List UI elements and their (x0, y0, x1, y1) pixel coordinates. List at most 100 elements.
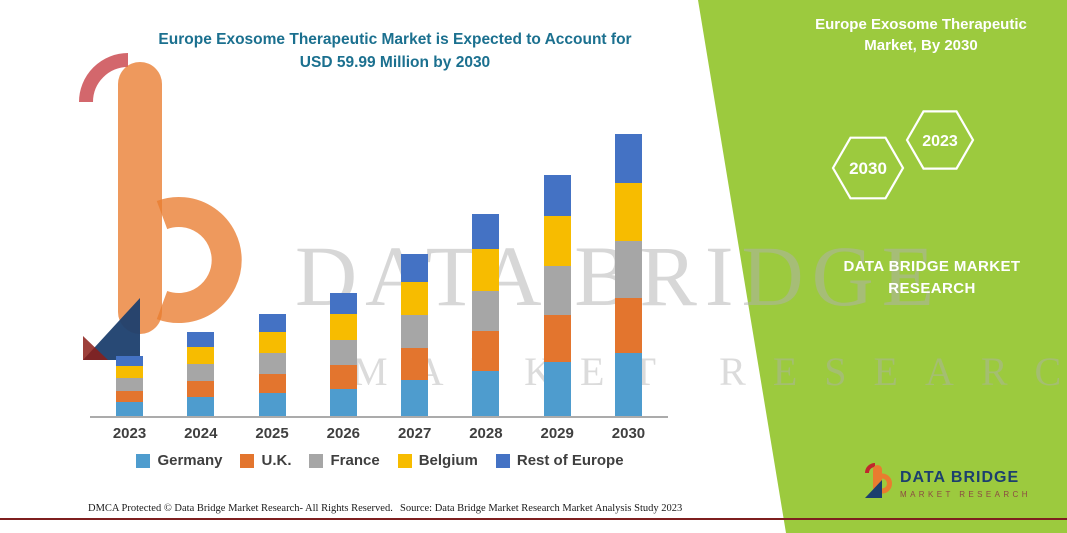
segment-germany-2024 (187, 397, 215, 416)
segment-belgium-2024 (187, 346, 215, 364)
logo-red-arc (79, 53, 129, 103)
bar-2024 (187, 331, 215, 416)
x-tick-2023: 2023 (112, 425, 147, 442)
segment-france-2030 (614, 240, 642, 299)
footer-brand-name: DATA BRIDGE (900, 469, 1020, 486)
segment-germany-2027 (401, 379, 429, 416)
bar-2028 (472, 213, 500, 416)
segment-rest-of-europe-2024 (187, 331, 215, 347)
logo-orange-bowl (156, 197, 242, 323)
footer-brand-sub: MARKET RESEARCH (900, 490, 1031, 499)
legend-item-belgium: Belgium (397, 452, 478, 469)
legend-label-u-k: U.K. (261, 452, 292, 469)
dbmr-logo-watermark (79, 53, 242, 360)
x-tick-2026: 2026 (326, 425, 361, 442)
segment-germany-2023 (116, 402, 143, 416)
segment-u-k-2023 (116, 390, 143, 403)
legend-swatch-france (309, 453, 324, 468)
segment-belgium-2023 (116, 366, 143, 379)
segment-u-k-2029 (543, 314, 571, 362)
segment-u-k-2030 (614, 298, 642, 354)
hex-year-2023: 2023 (922, 133, 958, 150)
dmca-notice: DMCA Protected © Data Bridge Market Rese… (88, 503, 393, 514)
watermark-line2: MARKET RESEARCH (352, 349, 1067, 394)
logo-orange-bar (118, 62, 162, 334)
bar-2030 (614, 134, 642, 416)
chart-area: 2023 2024 2025 2026 2027 2028 2029 2030 (90, 128, 668, 442)
x-tick-2029: 2029 (540, 425, 574, 442)
legend-item-germany: Germany (136, 452, 222, 469)
segment-germany-2026 (329, 388, 357, 416)
hexagon-badges: 2030 2023 (831, 110, 975, 200)
segment-rest-of-europe-2029 (543, 174, 571, 217)
hexagon-2023-outline (905, 110, 975, 170)
bar-2023 (116, 355, 143, 416)
legend-label-belgium: Belgium (418, 452, 478, 469)
segment-u-k-2027 (401, 348, 429, 380)
legend-swatch-germany (136, 453, 151, 468)
panel-title: Europe Exosome Therapeutic Market, By 20… (815, 16, 1027, 54)
segment-rest-of-europe-2027 (401, 254, 429, 283)
chart-title: Europe Exosome Therapeutic Market is Exp… (105, 28, 685, 74)
legend-item-france: France (309, 452, 380, 469)
source-note: Source: Data Bridge Market Research Mark… (400, 503, 683, 514)
logo-maroon-wedge (83, 336, 108, 360)
x-tick-2024: 2024 (184, 425, 218, 442)
segment-rest-of-europe-2028 (472, 213, 500, 249)
segment-rest-of-europe-2025 (258, 314, 286, 332)
footer-brand-text: DATA BRIDGE MARKET RESEARCH (900, 463, 1031, 499)
segment-belgium-2030 (614, 182, 642, 241)
legend-swatch-rest-of-europe (495, 453, 510, 468)
brand-text-line2: RESEARCH (888, 280, 976, 297)
segment-germany-2028 (472, 370, 500, 416)
bars-row (90, 128, 668, 418)
legend-item-rest-of-europe: Rest of Europe (495, 452, 624, 469)
segment-france-2029 (543, 266, 571, 315)
segment-belgium-2026 (329, 314, 357, 340)
segment-belgium-2029 (543, 216, 571, 267)
segment-rest-of-europe-2026 (329, 293, 357, 315)
segment-france-2023 (116, 378, 143, 391)
segment-france-2027 (401, 315, 429, 349)
brand-text: DATA BRIDGE MARKET RESEARCH (812, 256, 1052, 300)
x-tick-2030: 2030 (611, 425, 646, 442)
segment-u-k-2028 (472, 331, 500, 371)
legend-swatch-belgium (397, 453, 412, 468)
x-tick-2028: 2028 (469, 425, 503, 442)
bar-2029 (543, 174, 571, 416)
labels-row: 2023 2024 2025 2026 2027 2028 2029 2030 (90, 425, 668, 442)
bar-2026 (329, 293, 357, 416)
chart-title-line1: Europe Exosome Therapeutic Market is Exp… (158, 31, 632, 48)
bar-2025 (258, 314, 286, 416)
legend-label-rest-of-europe: Rest of Europe (516, 452, 624, 469)
segment-france-2025 (258, 353, 286, 374)
segment-france-2028 (472, 290, 500, 332)
segment-germany-2025 (258, 393, 286, 416)
brand-text-line1: DATA BRIDGE MARKET (843, 258, 1021, 275)
legend-label-germany: Germany (157, 452, 223, 469)
hexagon-2030-outline (831, 136, 905, 200)
legend-swatch-u-k (240, 453, 255, 468)
segment-rest-of-europe-2030 (614, 134, 642, 183)
segment-france-2026 (329, 339, 357, 365)
footer-brand: DATA BRIDGE MARKET RESEARCH (863, 463, 1031, 501)
x-tick-2025: 2025 (255, 425, 289, 442)
segment-u-k-2025 (258, 373, 286, 394)
segment-u-k-2026 (329, 364, 357, 389)
bar-2027 (401, 254, 429, 416)
segment-u-k-2024 (187, 380, 215, 398)
hex-year-2030: 2030 (849, 159, 887, 178)
segment-germany-2030 (614, 353, 642, 416)
logo-navy-triangle (83, 298, 140, 360)
chart-title-line2: USD 59.99 Million by 2030 (299, 54, 491, 71)
segment-belgium-2028 (472, 248, 500, 291)
legend-label-france: France (330, 452, 380, 469)
segment-belgium-2027 (401, 282, 429, 316)
segment-rest-of-europe-2023 (116, 355, 143, 367)
x-tick-2027: 2027 (397, 425, 432, 442)
segment-france-2024 (187, 363, 215, 381)
legend-item-u-k: U.K. (240, 452, 291, 469)
segment-germany-2029 (543, 361, 571, 416)
footer-divider-line (0, 518, 1067, 520)
